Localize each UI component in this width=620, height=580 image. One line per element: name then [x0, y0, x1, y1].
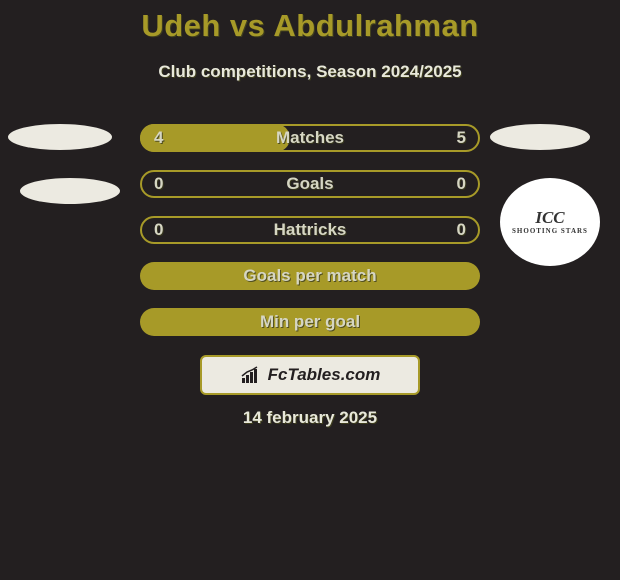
stat-label: Min per goal: [140, 308, 480, 336]
brand-badge: FcTables.com: [200, 355, 420, 395]
comparison-card: { "theme": { "background_color": "#231f2…: [0, 0, 620, 580]
stat-label: Goals per match: [140, 262, 480, 290]
team-logo-subtext: SHOOTING STARS: [512, 228, 588, 235]
team-logo-right: ICCSHOOTING STARS: [500, 178, 600, 266]
stat-row: 0 Goals 0: [140, 170, 480, 198]
brand-chart-icon: [240, 366, 262, 384]
snapshot-date: 14 february 2025: [0, 408, 620, 428]
team-logo-left: [8, 124, 112, 150]
stat-label: Matches: [140, 124, 480, 152]
team-logo-left: [20, 178, 120, 204]
stat-right-value: 0: [457, 216, 466, 244]
stat-label: Goals: [140, 170, 480, 198]
stat-row: Min per goal: [140, 308, 480, 336]
page-title: Udeh vs Abdulrahman: [0, 8, 620, 44]
stat-row: 4 Matches 5: [140, 124, 480, 152]
stat-right-value: 0: [457, 170, 466, 198]
page-subtitle: Club competitions, Season 2024/2025: [0, 62, 620, 82]
stat-row: Goals per match: [140, 262, 480, 290]
stat-row: 0 Hattricks 0: [140, 216, 480, 244]
stat-right-value: 5: [457, 124, 466, 152]
stat-label: Hattricks: [140, 216, 480, 244]
team-logo-right: [490, 124, 590, 150]
team-logo-text: ICC: [535, 208, 564, 227]
brand-text: FcTables.com: [268, 365, 381, 385]
